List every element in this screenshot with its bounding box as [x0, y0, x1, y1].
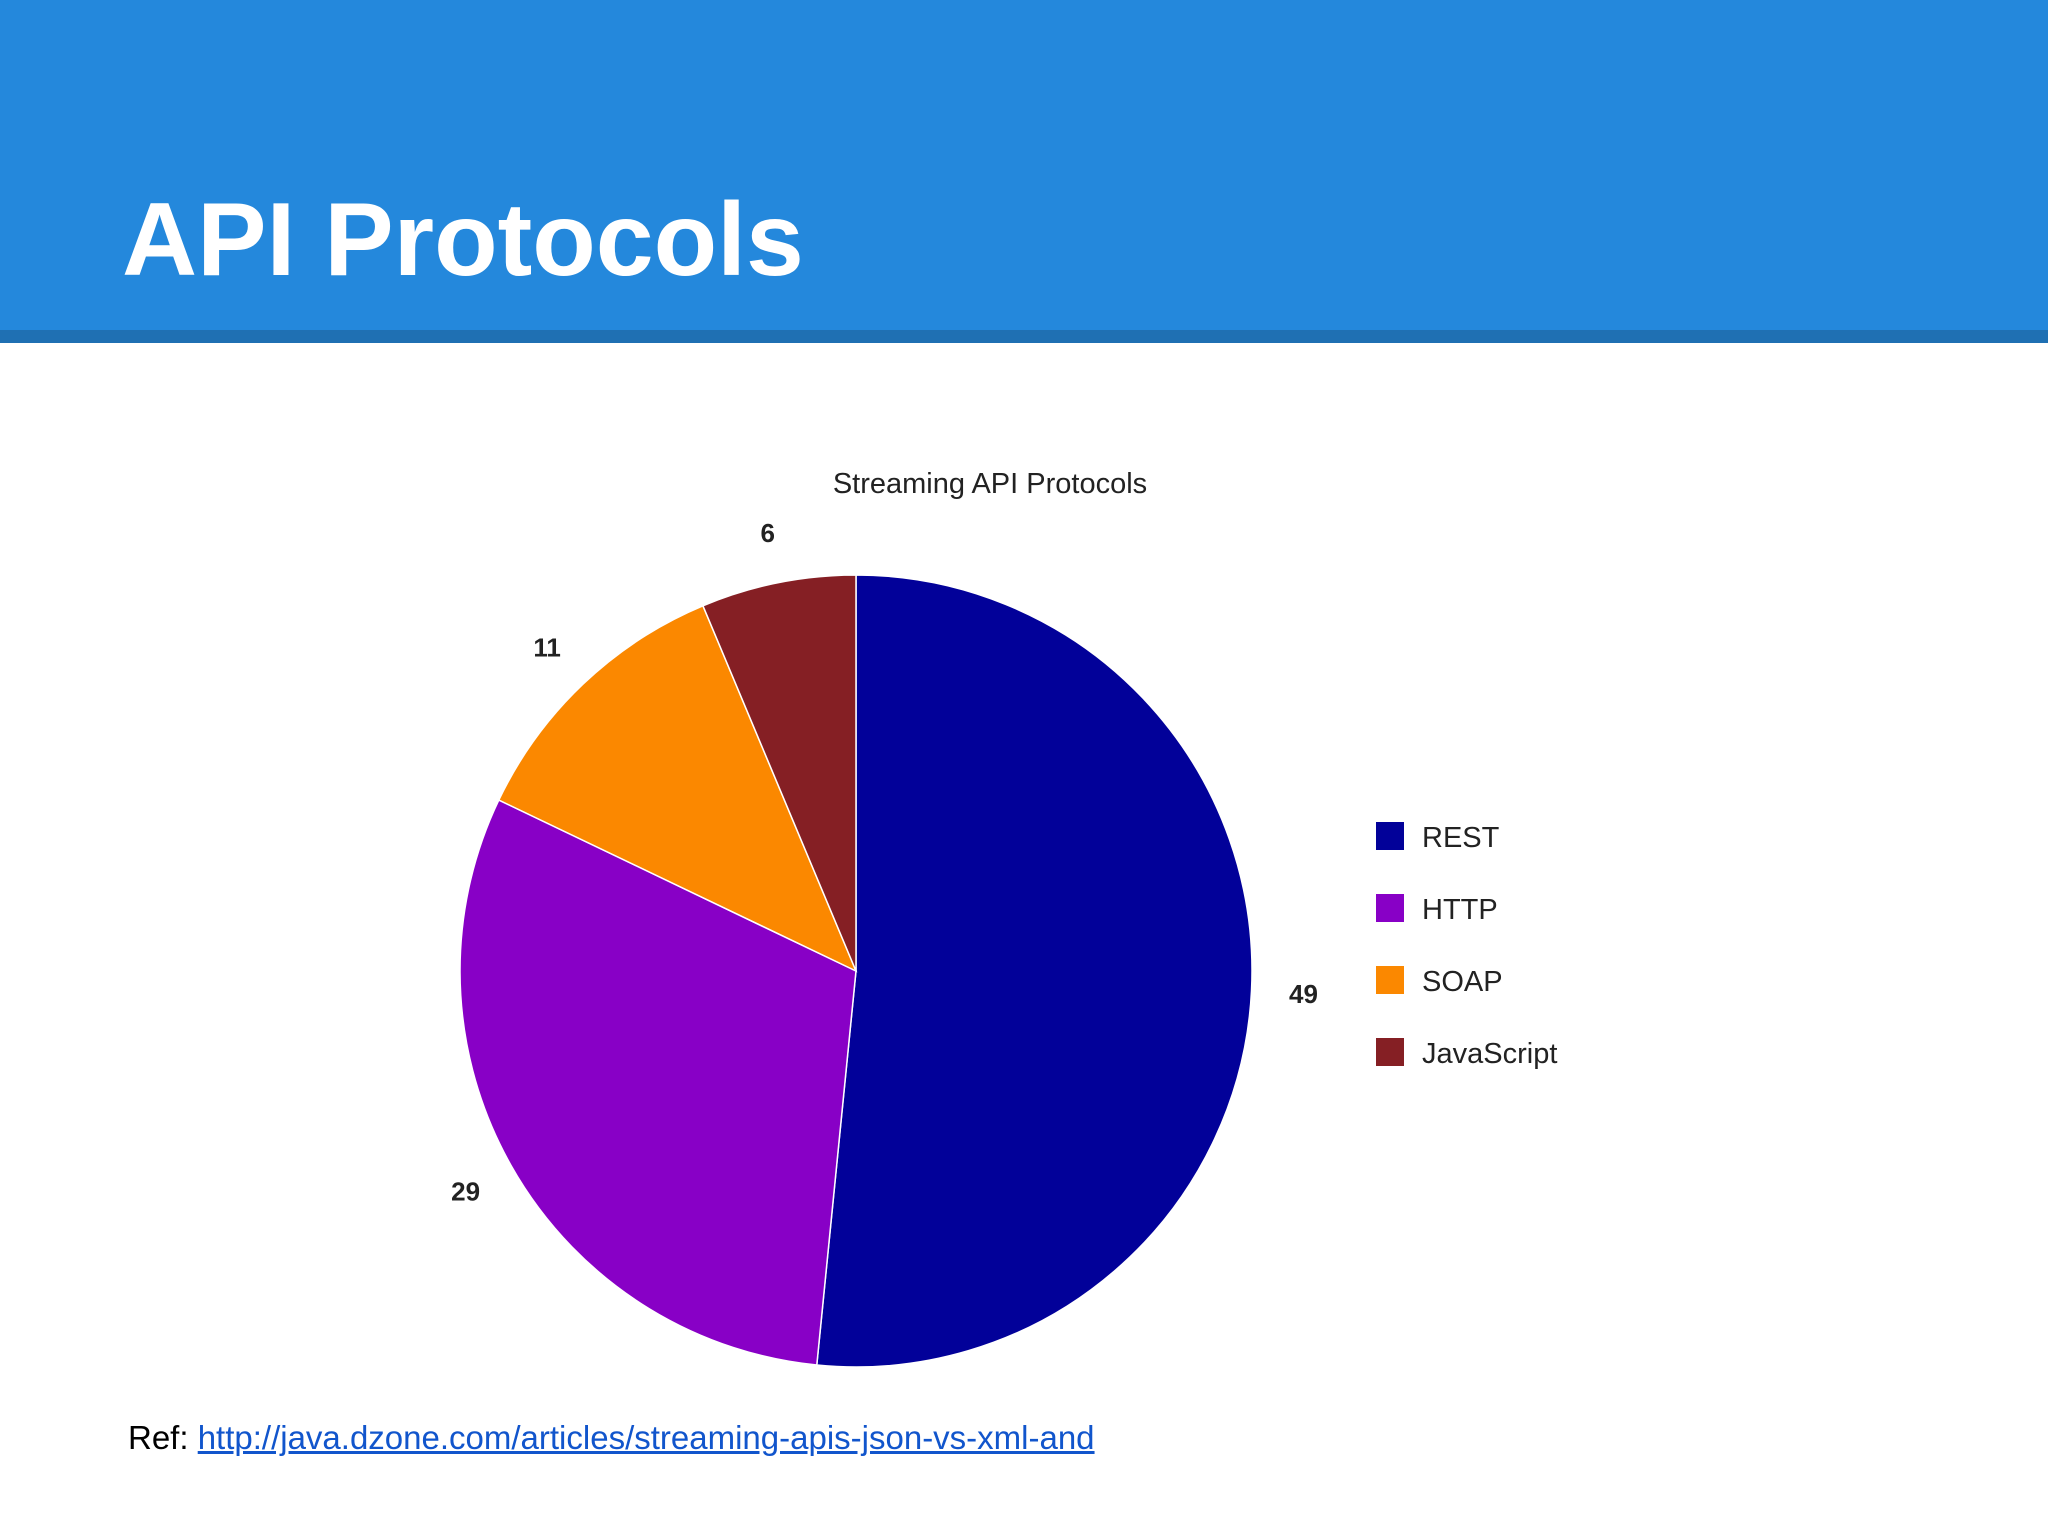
legend-swatch-http — [1376, 894, 1404, 922]
legend-label-soap: SOAP — [1422, 966, 1503, 998]
pie-slice-soap — [497, 604, 858, 973]
reference-line: Ref: http://java.dzone.com/articles/stre… — [128, 1418, 1095, 1458]
legend-swatch-rest — [1376, 822, 1404, 850]
legend-label-rest: REST — [1422, 822, 1500, 854]
legend-label-http: HTTP — [1422, 894, 1498, 926]
pie-slice-rest — [815, 574, 1253, 1368]
pie-data-labels: 49 29 11 6 — [451, 518, 1318, 1207]
pie-slices — [459, 574, 1253, 1368]
reference-link[interactable]: http://java.dzone.com/articles/streaming… — [197, 1419, 1095, 1456]
data-label-rest: 49 — [1289, 979, 1318, 1009]
pie-slice-http — [459, 799, 857, 1366]
data-label-soap: 11 — [533, 632, 561, 662]
header-rule — [0, 330, 2048, 343]
data-label-javascript: 6 — [760, 518, 774, 548]
legend-swatch-soap — [1376, 966, 1404, 994]
legend-swatch-javascript — [1376, 1038, 1404, 1066]
header-band — [0, 0, 2048, 330]
chart-legend: REST HTTP SOAP JavaScript — [1376, 822, 1557, 1070]
pie-slice-javascript — [701, 574, 857, 972]
data-label-http: 29 — [451, 1177, 480, 1207]
reference-label: Ref: — [128, 1419, 189, 1456]
chart-title: Streaming API Protocols — [833, 468, 1147, 500]
slide-title: API Protocols — [122, 182, 804, 298]
legend-label-javascript: JavaScript — [1422, 1038, 1557, 1070]
